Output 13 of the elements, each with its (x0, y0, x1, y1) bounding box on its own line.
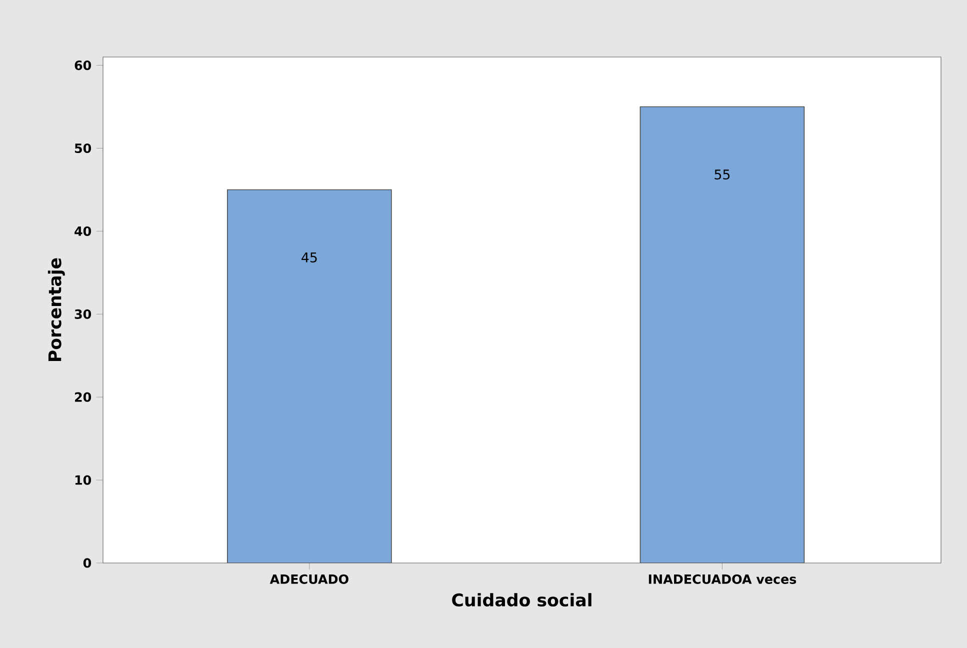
y-tick-label: 60 (74, 60, 92, 70)
y-tick-label: 0 (83, 558, 92, 568)
y-axis-title: Porcentaje (48, 258, 65, 362)
y-tick-label: 30 (74, 309, 92, 319)
x-tick-label: ADECUADO (270, 574, 348, 584)
data-label: 55 (714, 170, 730, 180)
x-tick-label: INADECUADOA veces (648, 574, 796, 584)
y-tick-label: 40 (74, 226, 92, 236)
x-axis-title: Cuidado social (452, 593, 592, 607)
data-label: 45 (302, 252, 317, 262)
y-tick-label: 20 (75, 392, 92, 402)
y-tick-label: 10 (75, 475, 92, 485)
y-tick-label: 50 (74, 143, 92, 154)
